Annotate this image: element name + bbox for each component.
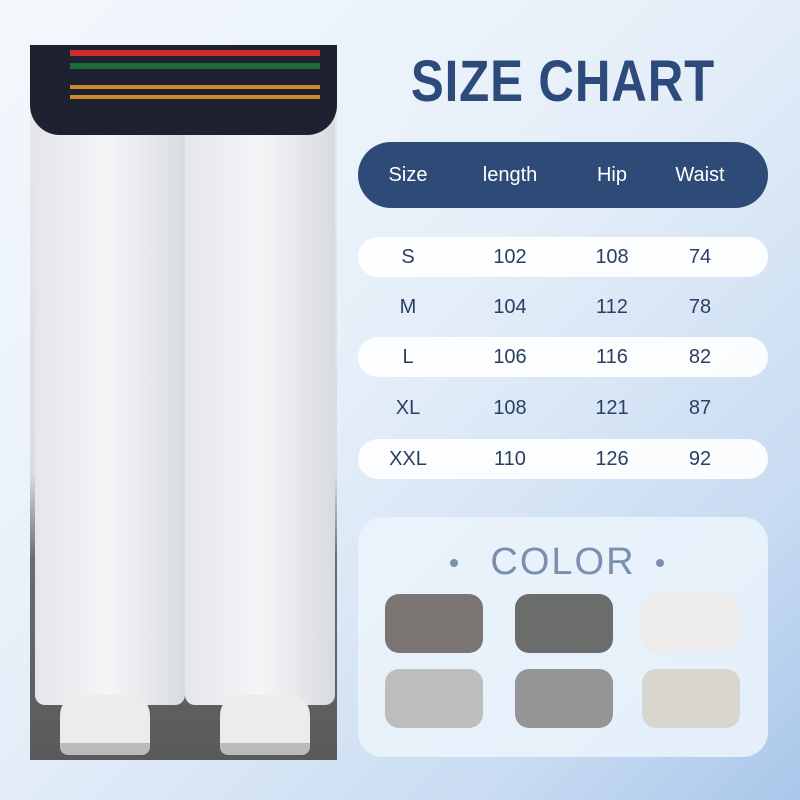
table-cell: 126 xyxy=(595,448,629,470)
table-cell: 106 xyxy=(493,346,527,368)
color-swatch[interactable] xyxy=(515,594,613,653)
table-cell: 108 xyxy=(595,246,629,268)
shoe-left xyxy=(60,695,150,755)
color-swatch[interactable] xyxy=(385,669,483,728)
table-row: XL 108 121 87 xyxy=(358,388,768,428)
table-row: XXL 110 126 92 xyxy=(358,439,768,479)
table-cell: 102 xyxy=(493,246,527,268)
header-waist: Waist xyxy=(675,164,725,186)
table-cell: XXL xyxy=(389,448,427,470)
table-cell: S xyxy=(401,246,415,268)
table-row: M 104 112 78 xyxy=(358,287,768,327)
dot-icon xyxy=(656,559,664,567)
table-cell: 121 xyxy=(595,397,629,419)
table-cell: XL xyxy=(395,397,421,419)
table-cell: 87 xyxy=(688,397,712,419)
table-row: L 106 116 82 xyxy=(358,337,768,377)
table-header: Size length Hip Waist xyxy=(358,142,768,208)
product-photo xyxy=(30,45,337,760)
table-cell: 82 xyxy=(688,346,712,368)
color-swatch[interactable] xyxy=(385,594,483,653)
color-swatch[interactable] xyxy=(642,669,740,728)
table-cell: 112 xyxy=(596,296,628,318)
table-cell: 108 xyxy=(493,397,527,419)
shirt xyxy=(30,45,337,135)
table-cell: 116 xyxy=(596,346,628,368)
pant-leg-right xyxy=(185,105,335,705)
color-swatch[interactable] xyxy=(642,594,740,653)
color-panel: COLOR xyxy=(358,517,768,757)
color-title: COLOR xyxy=(490,541,636,583)
dot-icon xyxy=(450,559,458,567)
table-cell: 110 xyxy=(494,448,526,470)
header-length: length xyxy=(482,164,538,186)
page-title: SIZE CHART xyxy=(410,49,716,114)
table-cell: 104 xyxy=(493,296,527,318)
table-row: S 102 108 74 xyxy=(358,237,768,277)
header-hip: Hip xyxy=(596,164,627,186)
table-cell: 92 xyxy=(688,448,712,470)
pant-leg-left xyxy=(35,105,185,705)
table-cell: 74 xyxy=(688,246,712,268)
table-cell: L xyxy=(402,346,414,368)
color-swatch[interactable] xyxy=(515,669,613,728)
shoe-right xyxy=(220,695,310,755)
table-cell: 78 xyxy=(688,296,712,318)
table-cell: M xyxy=(399,296,417,318)
header-size: Size xyxy=(388,164,428,186)
